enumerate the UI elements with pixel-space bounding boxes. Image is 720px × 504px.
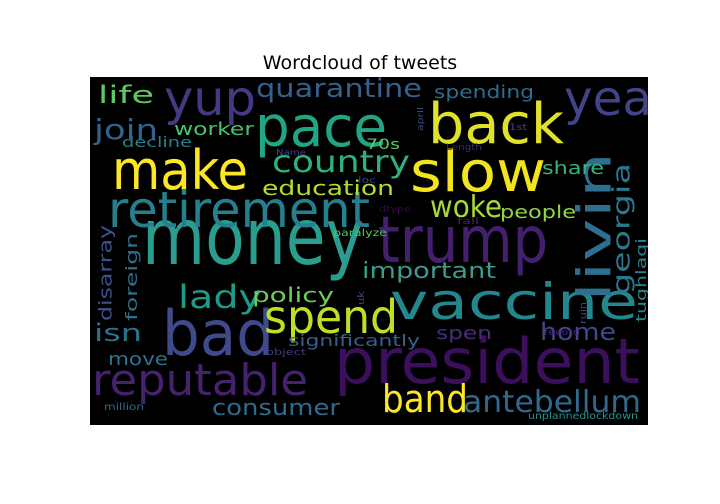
- word-disarray: disarray: [95, 225, 116, 321]
- word-lady: lady: [178, 278, 262, 316]
- word-million: million: [104, 402, 144, 413]
- word-consumer: consumer: [212, 396, 341, 421]
- word-antebellum: antebellum: [463, 385, 641, 420]
- word-policy: policy: [252, 283, 334, 307]
- word-length: Length: [446, 143, 482, 153]
- word-foreign: foreign: [122, 233, 141, 321]
- word-band: band: [382, 377, 468, 421]
- word-object: object: [266, 348, 307, 358]
- word-loc: loc: [358, 176, 376, 186]
- word-country: country: [272, 145, 410, 180]
- word-important: important: [362, 259, 496, 284]
- word-woke: woke: [430, 190, 502, 225]
- word-decline: decline: [122, 135, 192, 151]
- wordcloud-canvas: money pace back slow make president trump retir…: [90, 77, 648, 425]
- word-people: people: [500, 202, 576, 223]
- word-livin: livin: [568, 152, 622, 302]
- word-make: make: [112, 139, 248, 202]
- word-president: president: [334, 325, 640, 398]
- word-share: share: [542, 158, 604, 179]
- word-isn: isn: [94, 319, 142, 347]
- chart-title: Wordcloud of tweets: [262, 52, 458, 74]
- word-spend: spend: [264, 290, 398, 344]
- word-fall: fall: [457, 217, 479, 227]
- word-life: life: [98, 81, 154, 109]
- word-education: education: [262, 176, 394, 200]
- word-yup: yup: [164, 77, 256, 127]
- word-april: april: [416, 107, 425, 131]
- word-paralyze: paralyze: [333, 228, 387, 239]
- word-vaccine: vaccine: [390, 273, 638, 331]
- word-bad: bad: [162, 297, 274, 370]
- word-worker: worker: [174, 119, 255, 140]
- word-trump: trump: [378, 204, 548, 278]
- word-spen: spen: [436, 323, 492, 344]
- word-spending: spending: [434, 82, 534, 103]
- word-georgia: georgia: [608, 163, 636, 295]
- word-yea: yea: [564, 77, 648, 127]
- word-record: record: [544, 328, 580, 338]
- word-money: money: [142, 193, 364, 283]
- word-retirement: retirement: [108, 181, 370, 239]
- word-home: home: [540, 318, 616, 346]
- word-join: join: [93, 113, 158, 146]
- word-1st: 1st: [509, 123, 528, 133]
- word-slow: slow: [410, 140, 546, 205]
- word-uk: uk: [357, 290, 367, 305]
- word-reputable: reputable: [92, 355, 308, 406]
- word-significantly: significantly: [288, 331, 420, 350]
- word-70s: 70s: [366, 137, 400, 153]
- word-unplannedlockdown: unplannedlockdown: [528, 411, 638, 422]
- word-tughlaqi: tughlaqi: [634, 238, 648, 322]
- word-quarantine: quarantine: [256, 77, 422, 104]
- word-move: move: [108, 349, 168, 370]
- word-pace: pace: [255, 95, 387, 160]
- word-name: Name: [276, 148, 306, 157]
- word-back: back: [428, 92, 565, 157]
- word-ruin: ruin: [579, 302, 589, 324]
- word-dtype: dtype: [379, 205, 412, 215]
